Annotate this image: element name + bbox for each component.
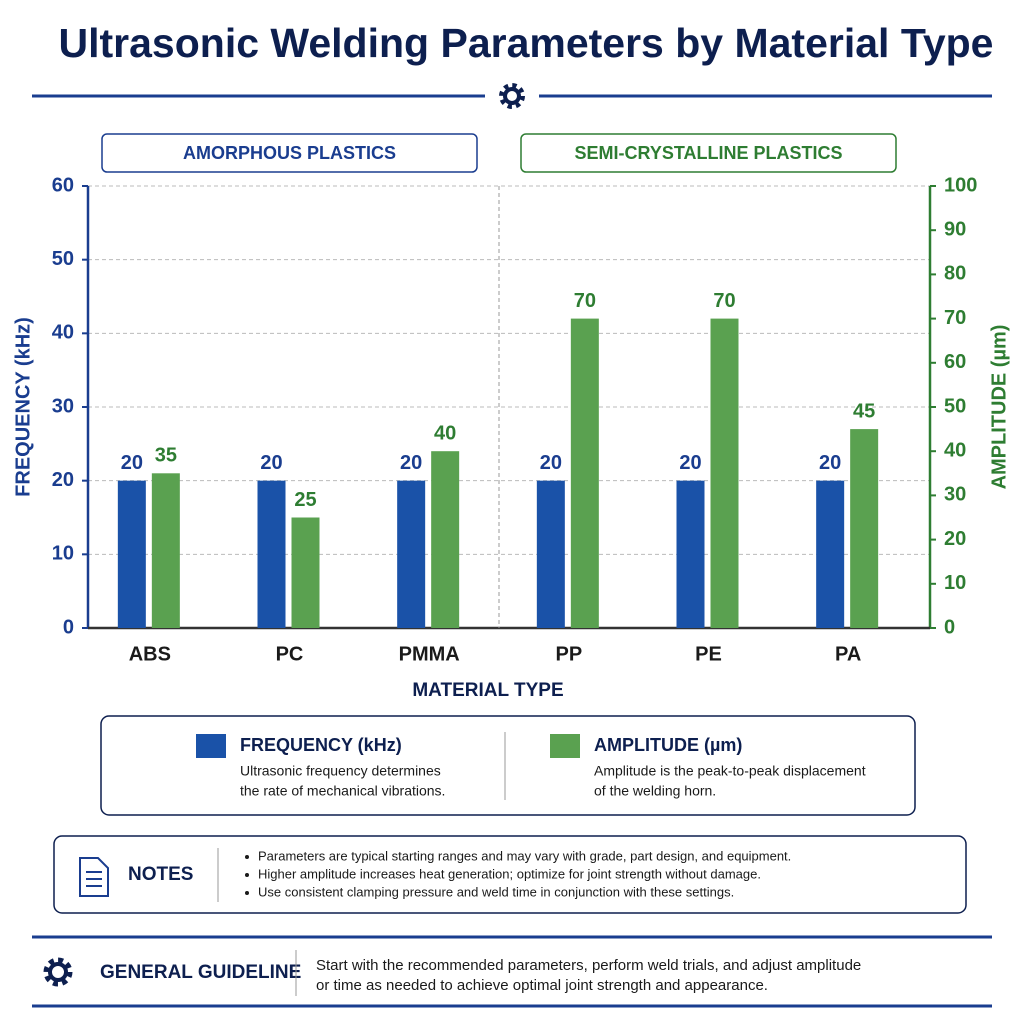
y2-tick-label: 50 (944, 395, 966, 417)
guideline-text: or time as needed to achieve optimal joi… (316, 977, 768, 994)
x-tick-label: PC (276, 643, 304, 665)
legend-description: Amplitude is the peak-to-peak displaceme… (594, 763, 866, 779)
y2-axis-title: AMPLITUDE (µm) (988, 325, 1010, 490)
y-tick-label: 30 (52, 395, 74, 417)
y2-tick-label: 80 (944, 263, 966, 285)
value-label: 35 (155, 445, 177, 467)
y-tick-label: 10 (52, 543, 74, 565)
y2-tick-label: 30 (944, 484, 966, 506)
bar (710, 318, 739, 628)
y-axis-title: FREQUENCY (kHz) (12, 317, 34, 497)
notes-title: NOTES (128, 864, 193, 885)
note-item: Higher amplitude increases heat generati… (258, 866, 761, 881)
group-box (101, 133, 478, 173)
group-label: SEMI-CRYSTALLINE PLASTICS (574, 143, 842, 163)
y2-tick-label: 20 (944, 528, 966, 550)
y2-tick-label: 90 (944, 218, 966, 240)
legend-description: Ultrasonic frequency determines (240, 763, 441, 779)
legend-label: FREQUENCY (kHz) (240, 735, 402, 755)
bar (431, 451, 460, 628)
guideline-title: GENERAL GUIDELINE (100, 962, 301, 983)
y-tick-label: 20 (52, 469, 74, 491)
value-label: 20 (540, 452, 562, 474)
note-item: Parameters are typical starting ranges a… (258, 848, 791, 863)
bar (850, 429, 879, 628)
value-label: 25 (294, 489, 316, 511)
y2-tick-label: 70 (944, 307, 966, 329)
bar (257, 480, 286, 628)
legend-label: AMPLITUDE (µm) (594, 735, 742, 755)
value-label: 20 (121, 452, 143, 474)
y2-tick-label: 40 (944, 439, 966, 461)
value-label: 20 (679, 452, 701, 474)
gear-icon (499, 83, 525, 109)
y-tick-label: 50 (52, 248, 74, 270)
bar (151, 473, 180, 628)
x-tick-label: ABS (129, 643, 171, 665)
bar (117, 480, 146, 628)
bullet (245, 855, 249, 859)
value-label: 20 (260, 452, 282, 474)
legend-description: the rate of mechanical vibrations. (240, 783, 445, 799)
y-tick-label: 40 (52, 322, 74, 344)
y2-tick-label: 0 (944, 616, 955, 638)
x-tick-label: PP (555, 643, 582, 665)
y2-tick-label: 100 (944, 174, 977, 196)
bar (676, 480, 705, 628)
value-label: 70 (574, 290, 596, 312)
note-item: Use consistent clamping pressure and wel… (258, 884, 734, 899)
x-tick-label: PA (835, 643, 861, 665)
value-label: 20 (819, 452, 841, 474)
x-tick-label: PMMA (399, 643, 460, 665)
bar (570, 318, 599, 628)
bar (397, 480, 426, 628)
legend-swatch (550, 734, 580, 758)
bar (536, 480, 565, 628)
x-tick-label: PE (695, 643, 722, 665)
document-icon (79, 857, 109, 897)
bar (291, 517, 320, 628)
legend-box (100, 715, 916, 816)
y2-tick-label: 10 (944, 572, 966, 594)
bullet (245, 891, 249, 895)
bullet (245, 873, 249, 877)
notes-box (53, 835, 967, 914)
chart-title: Ultrasonic Welding Parameters by Materia… (59, 20, 994, 66)
y-tick-label: 0 (63, 616, 74, 638)
value-label: 70 (713, 290, 735, 312)
legend-swatch (196, 734, 226, 758)
y-tick-label: 60 (52, 174, 74, 196)
x-axis-title: MATERIAL TYPE (412, 680, 563, 701)
group-box (520, 133, 897, 173)
group-label: AMORPHOUS PLASTICS (183, 143, 396, 163)
legend-description: of the welding horn. (594, 783, 716, 799)
guideline-text: Start with the recommended parameters, p… (316, 957, 861, 974)
value-label: 45 (853, 400, 875, 422)
value-label: 40 (434, 422, 456, 444)
value-label: 20 (400, 452, 422, 474)
bar (816, 480, 845, 628)
y2-tick-label: 60 (944, 351, 966, 373)
gear-icon (43, 957, 73, 987)
